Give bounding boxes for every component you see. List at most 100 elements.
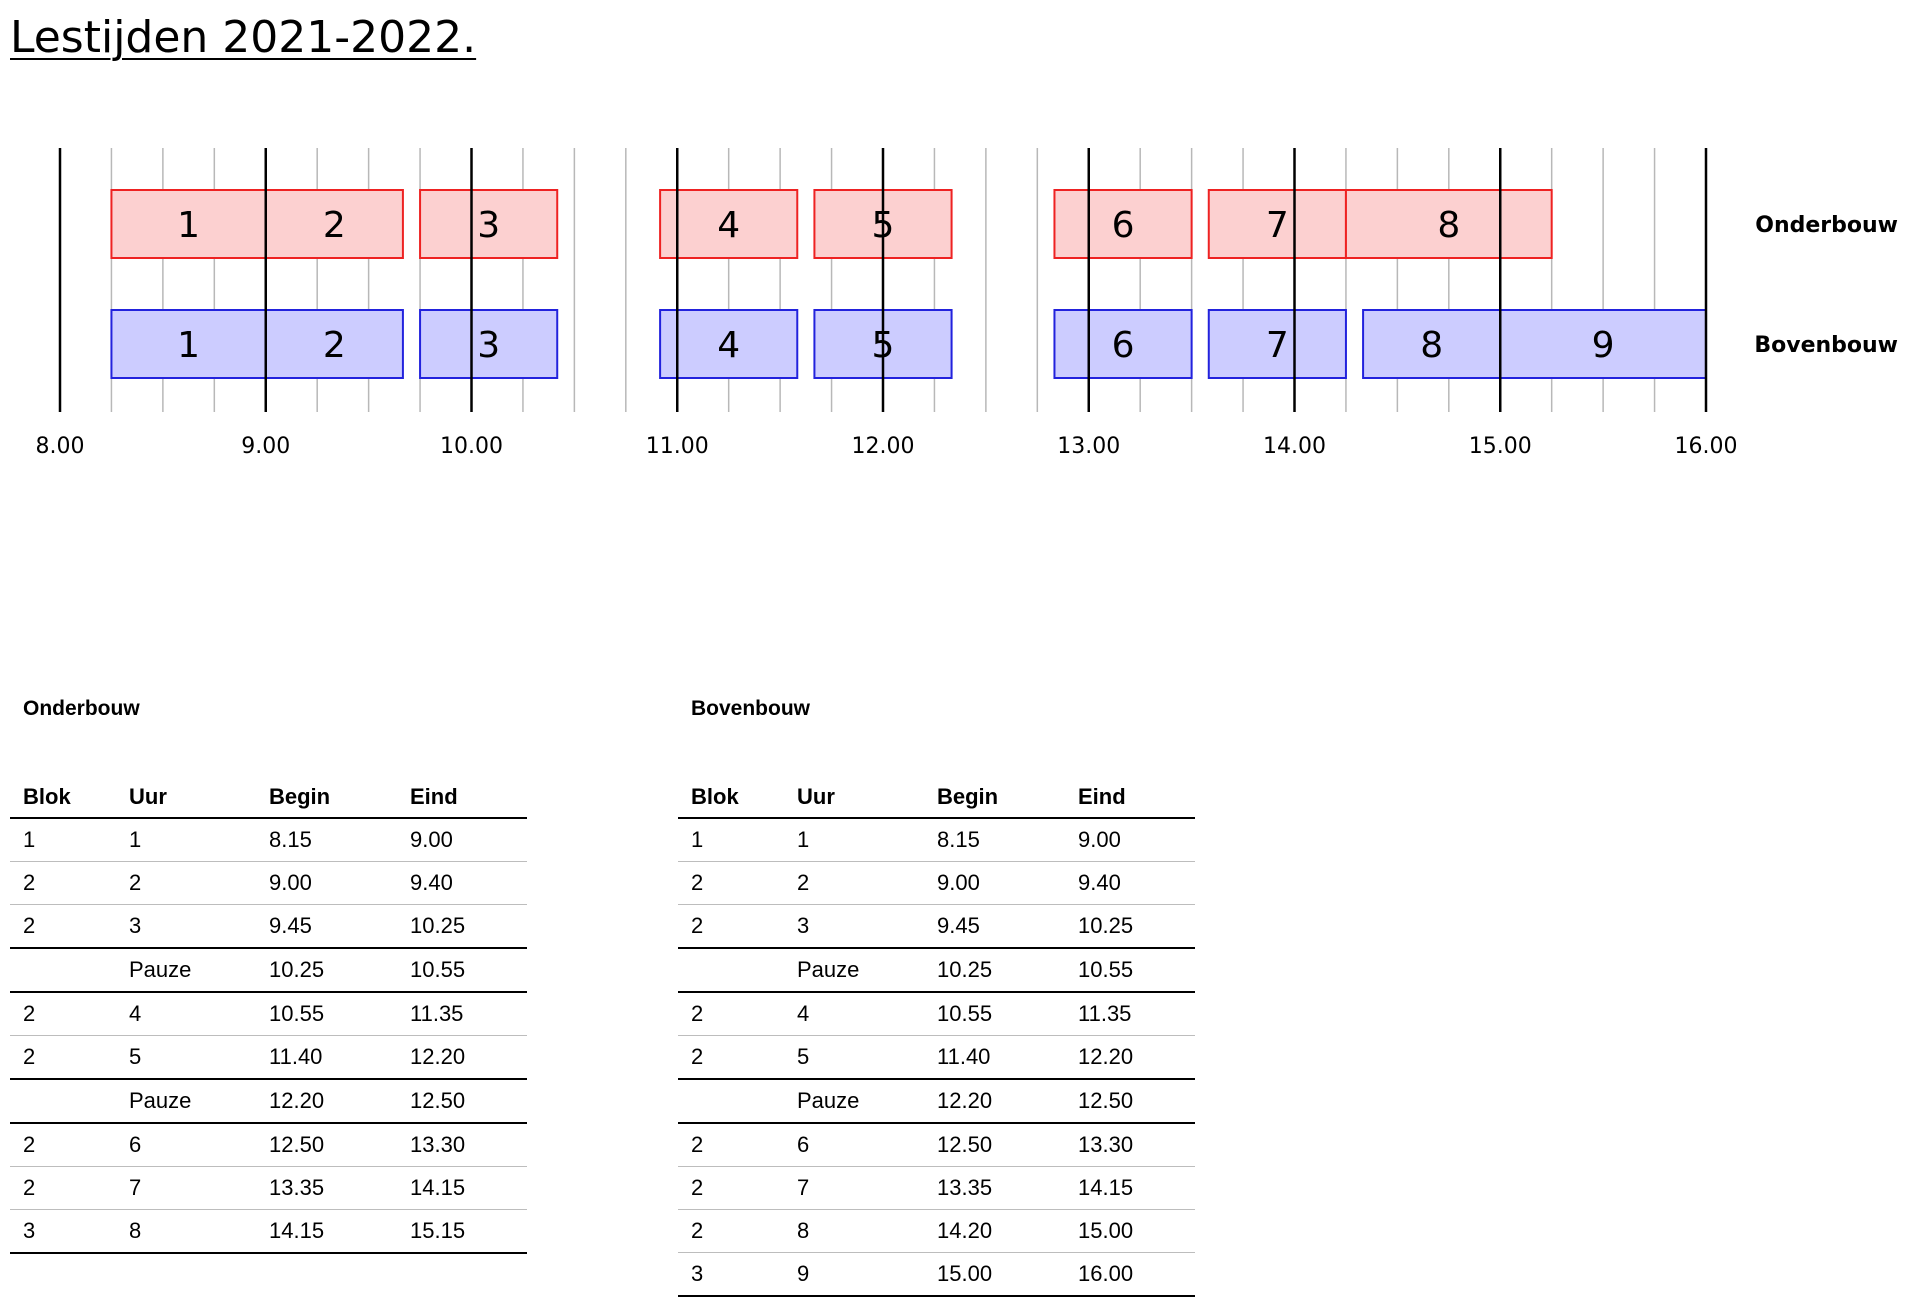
table-row: 2 7 13.35 14.15 [678, 1166, 1195, 1210]
timeline-bar [1053, 309, 1193, 379]
table-cell: 3 [678, 1252, 784, 1297]
table-cell: 10.25 [397, 904, 527, 949]
column-header: Uur [784, 777, 924, 819]
table-cell: 2 [10, 904, 116, 949]
bar-label: 7 [1266, 205, 1289, 246]
table-cell: 14.15 [256, 1209, 397, 1254]
table-cell: 14.15 [397, 1166, 527, 1210]
column-header: Eind [397, 777, 527, 819]
table-cell [10, 1079, 116, 1124]
timeline-bar [1207, 189, 1347, 259]
column-header: Blok [678, 777, 784, 819]
table-cell: 16.00 [1065, 1252, 1195, 1297]
table-cell: 15.15 [397, 1209, 527, 1254]
timeline-bar [419, 309, 559, 379]
table-row: 2 5 11.40 12.20 [10, 1035, 527, 1080]
table-row: 2 6 12.50 13.30 [678, 1123, 1195, 1167]
table-cell: 2 [678, 861, 784, 905]
table-cell [678, 1079, 784, 1124]
table-cell: 12.50 [924, 1123, 1065, 1167]
schedule-table-onderbouw: Blok Uur Begin Eind 1 1 8.15 9.00 2 2 9.00 9.40 2 3 9… [10, 777, 527, 1254]
table-row: 2 5 11.40 12.20 [678, 1035, 1195, 1080]
table-cell: 9.45 [924, 904, 1065, 949]
table-row: Pauze 12.20 12.50 [678, 1079, 1195, 1124]
table-row: 3 8 14.15 15.15 [10, 1209, 527, 1254]
bovenbouw-table-block: Bovenbouw Blok Uur Begin Eind 1 1 8.15 9.00 2 2 9… [678, 697, 1195, 1297]
series-label: Bovenbouw [1754, 333, 1898, 358]
bar-label: 9 [1592, 325, 1615, 366]
table-cell: 2 [678, 1035, 784, 1080]
table-cell: 6 [116, 1123, 256, 1167]
table-cell: 2 [784, 861, 924, 905]
timeline-bar [110, 309, 267, 379]
table-cell: 2 [678, 1166, 784, 1210]
x-tick-label: 12.00 [852, 434, 915, 459]
table-cell: 10.25 [924, 948, 1065, 993]
bar-label: 5 [872, 325, 895, 366]
page-title: Lestijden 2021-2022. [10, 12, 477, 63]
bar-label: 3 [477, 205, 500, 246]
bar-label: 4 [717, 325, 740, 366]
table-heading: Onderbouw [23, 697, 140, 720]
table-row: 2 7 13.35 14.15 [10, 1166, 527, 1210]
table-cell: 5 [784, 1035, 924, 1080]
table-cell: 1 [116, 818, 256, 862]
bar-label: 2 [323, 325, 346, 366]
table-row: 2 2 9.00 9.40 [678, 861, 1195, 905]
table-cell: 3 [784, 904, 924, 949]
table-cell: 2 [10, 1166, 116, 1210]
column-header: Begin [924, 777, 1065, 819]
table-cell: 8.15 [924, 818, 1065, 862]
table-row: 2 4 10.55 11.35 [10, 992, 527, 1036]
timeline-bar [1344, 189, 1553, 259]
table-cell: 11.35 [1065, 992, 1195, 1036]
table-cell: 8 [116, 1209, 256, 1254]
timeline-bar [659, 189, 799, 259]
table-cell: 12.50 [256, 1123, 397, 1167]
table-cell: 10.55 [256, 992, 397, 1036]
x-tick-label: 15.00 [1469, 434, 1532, 459]
table-cell: 2 [678, 904, 784, 949]
table-cell: 11.40 [924, 1035, 1065, 1080]
x-tick-label: 10.00 [440, 434, 503, 459]
table-cell: 1 [784, 818, 924, 862]
table-cell: 11.35 [397, 992, 527, 1036]
table-row: Pauze 10.25 10.55 [678, 948, 1195, 993]
table-cell: 2 [678, 992, 784, 1036]
table-cell: 2 [10, 861, 116, 905]
table-cell: Pauze [116, 948, 256, 993]
table-row: 2 6 12.50 13.30 [10, 1123, 527, 1167]
table-cell: 2 [10, 1123, 116, 1167]
table-cell: 3 [10, 1209, 116, 1254]
table-cell: 2 [678, 1209, 784, 1253]
table-row: 2 3 9.45 10.25 [678, 904, 1195, 949]
timeline-bar [264, 189, 404, 259]
table-row: Pauze 10.25 10.55 [10, 948, 527, 993]
bar-label: 1 [177, 205, 200, 246]
bar-label: 6 [1112, 205, 1135, 246]
bar-label: 8 [1437, 205, 1460, 246]
bar-label: 1 [177, 325, 200, 366]
bar-label: 6 [1112, 325, 1135, 366]
table-cell: Pauze [784, 1079, 924, 1124]
x-tick-label: 13.00 [1057, 434, 1120, 459]
table-cell: 7 [116, 1166, 256, 1210]
timeline-bar [1207, 309, 1347, 379]
timeline-bar [1053, 189, 1193, 259]
series-label: Onderbouw [1755, 213, 1898, 238]
table-cell: 15.00 [1065, 1209, 1195, 1253]
table-cell: 10.25 [1065, 904, 1195, 949]
table-cell: 2 [116, 861, 256, 905]
table-cell: 1 [678, 818, 784, 862]
table-cell: 13.35 [256, 1166, 397, 1210]
table-row: 2 2 9.00 9.40 [10, 861, 527, 905]
table-row: 3 9 15.00 16.00 [678, 1252, 1195, 1297]
table-cell: 12.50 [397, 1079, 527, 1124]
table-row: 2 8 14.20 15.00 [678, 1209, 1195, 1253]
table-cell: 9.00 [256, 861, 397, 905]
column-header: Blok [10, 777, 116, 819]
bar-label: 2 [323, 205, 346, 246]
table-cell: 2 [10, 992, 116, 1036]
table-cell: 12.20 [256, 1079, 397, 1124]
table-heading: Bovenbouw [691, 697, 810, 720]
